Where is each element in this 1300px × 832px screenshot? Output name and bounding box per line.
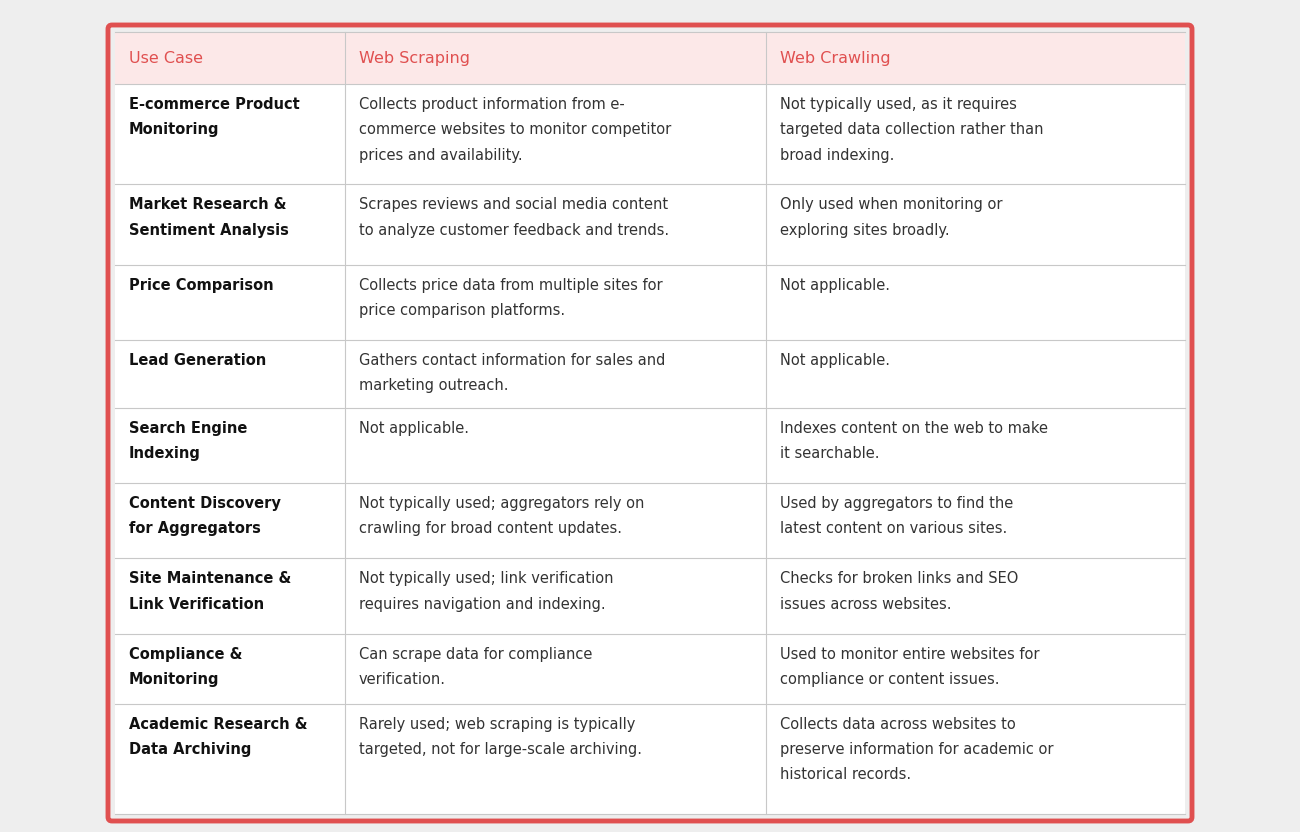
Text: Lead Generation: Lead Generation <box>129 353 266 368</box>
Text: Gathers contact information for sales and
marketing outreach.: Gathers contact information for sales an… <box>359 353 666 393</box>
Text: Price Comparison: Price Comparison <box>129 278 273 293</box>
Text: Only used when monitoring or
exploring sites broadly.: Only used when monitoring or exploring s… <box>780 197 1002 238</box>
Bar <box>114 32 1186 84</box>
Text: Collects price data from multiple sites for
price comparison platforms.: Collects price data from multiple sites … <box>359 278 663 318</box>
Text: Indexes content on the web to make
it searchable.: Indexes content on the web to make it se… <box>780 421 1048 461</box>
Text: Used to monitor entire websites for
compliance or content issues.: Used to monitor entire websites for comp… <box>780 646 1039 686</box>
Text: Compliance &
Monitoring: Compliance & Monitoring <box>129 646 242 686</box>
Text: Not applicable.: Not applicable. <box>780 278 889 293</box>
Text: E-commerce Product
Monitoring: E-commerce Product Monitoring <box>129 97 300 137</box>
Text: Collects data across websites to
preserve information for academic or
historical: Collects data across websites to preserv… <box>780 716 1053 782</box>
Text: Content Discovery
for Aggregators: Content Discovery for Aggregators <box>129 496 281 537</box>
Text: Not typically used; link verification
requires navigation and indexing.: Not typically used; link verification re… <box>359 572 614 612</box>
Text: Not typically used; aggregators rely on
crawling for broad content updates.: Not typically used; aggregators rely on … <box>359 496 645 537</box>
Text: Can scrape data for compliance
verification.: Can scrape data for compliance verificat… <box>359 646 593 686</box>
Text: Collects product information from e-
commerce websites to monitor competitor
pri: Collects product information from e- com… <box>359 97 671 162</box>
Text: Academic Research &
Data Archiving: Academic Research & Data Archiving <box>129 716 308 757</box>
Text: Scrapes reviews and social media content
to analyze customer feedback and trends: Scrapes reviews and social media content… <box>359 197 670 238</box>
Text: Not typically used, as it requires
targeted data collection rather than
broad in: Not typically used, as it requires targe… <box>780 97 1043 162</box>
Bar <box>114 32 1186 814</box>
Text: Web Crawling: Web Crawling <box>780 51 891 66</box>
Text: Not applicable.: Not applicable. <box>359 421 469 436</box>
Text: Use Case: Use Case <box>129 51 203 66</box>
Text: Rarely used; web scraping is typically
targeted, not for large-scale archiving.: Rarely used; web scraping is typically t… <box>359 716 642 757</box>
Text: Used by aggregators to find the
latest content on various sites.: Used by aggregators to find the latest c… <box>780 496 1013 537</box>
Text: Site Maintenance &
Link Verification: Site Maintenance & Link Verification <box>129 572 291 612</box>
Text: Market Research &
Sentiment Analysis: Market Research & Sentiment Analysis <box>129 197 289 238</box>
Text: Checks for broken links and SEO
issues across websites.: Checks for broken links and SEO issues a… <box>780 572 1018 612</box>
Text: Search Engine
Indexing: Search Engine Indexing <box>129 421 247 461</box>
Text: Web Scraping: Web Scraping <box>359 51 471 66</box>
Text: Not applicable.: Not applicable. <box>780 353 889 368</box>
